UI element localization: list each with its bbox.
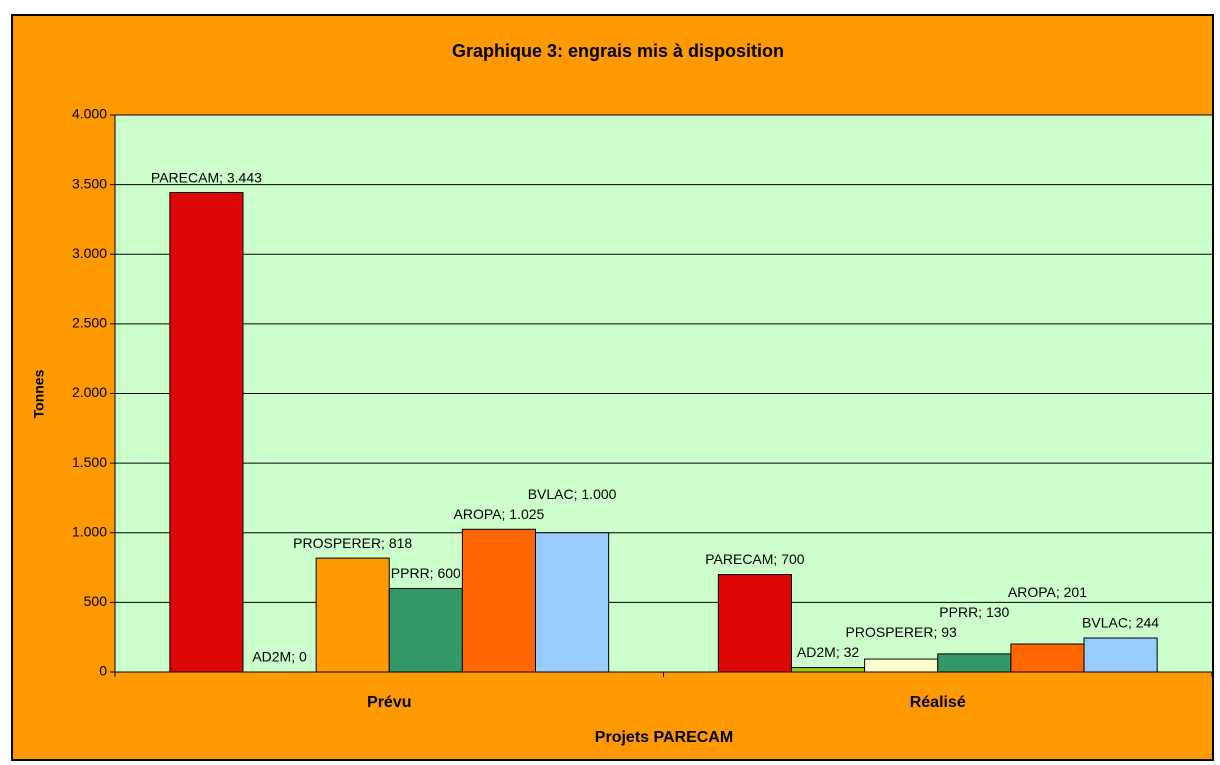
x-tick-label: Réalisé	[910, 694, 966, 711]
y-tick-label: 0	[99, 663, 107, 679]
y-tick-label: 1.000	[72, 523, 107, 539]
bar	[1083, 637, 1158, 673]
data-label: PPRR; 600	[391, 565, 461, 581]
bar	[388, 587, 463, 673]
y-tick-label: 4.000	[72, 106, 107, 122]
data-label: PROSPERER; 818	[293, 535, 412, 551]
bar	[535, 532, 610, 673]
bar	[864, 658, 939, 673]
bar	[169, 192, 244, 673]
bar	[717, 574, 792, 673]
data-label: AROPA; 201	[1008, 584, 1087, 600]
data-label: PARECAM; 3.443	[151, 169, 262, 185]
bar	[937, 653, 1012, 673]
y-tick-label: 2.000	[72, 384, 107, 400]
y-tick-label: 500	[84, 593, 108, 609]
data-label: BVLAC; 244	[1082, 615, 1159, 631]
y-axis-title: Tonnes	[31, 369, 47, 418]
data-label: PROSPERER; 93	[846, 624, 957, 640]
y-tick-label: 3.500	[72, 175, 107, 191]
bar	[1010, 643, 1085, 673]
data-label: PARECAM; 700	[705, 551, 805, 567]
data-label: PPRR; 130	[939, 604, 1009, 620]
bar	[315, 557, 390, 673]
y-tick-label: 3.000	[72, 245, 107, 261]
y-tick-label: 1.500	[72, 454, 107, 470]
x-axis-title: Projets PARECAM	[595, 729, 733, 746]
x-tick-label: Prévu	[367, 694, 411, 711]
chart-title: Graphique 3: engrais mis à disposition	[452, 41, 784, 61]
bar	[461, 528, 537, 673]
bar	[790, 667, 866, 673]
data-label: BVLAC; 1.000	[528, 486, 617, 502]
data-label: AD2M; 0	[252, 649, 307, 665]
data-label: AROPA; 1.025	[454, 506, 545, 522]
y-tick-label: 2.500	[72, 315, 107, 331]
data-label: AD2M; 32	[797, 644, 859, 660]
